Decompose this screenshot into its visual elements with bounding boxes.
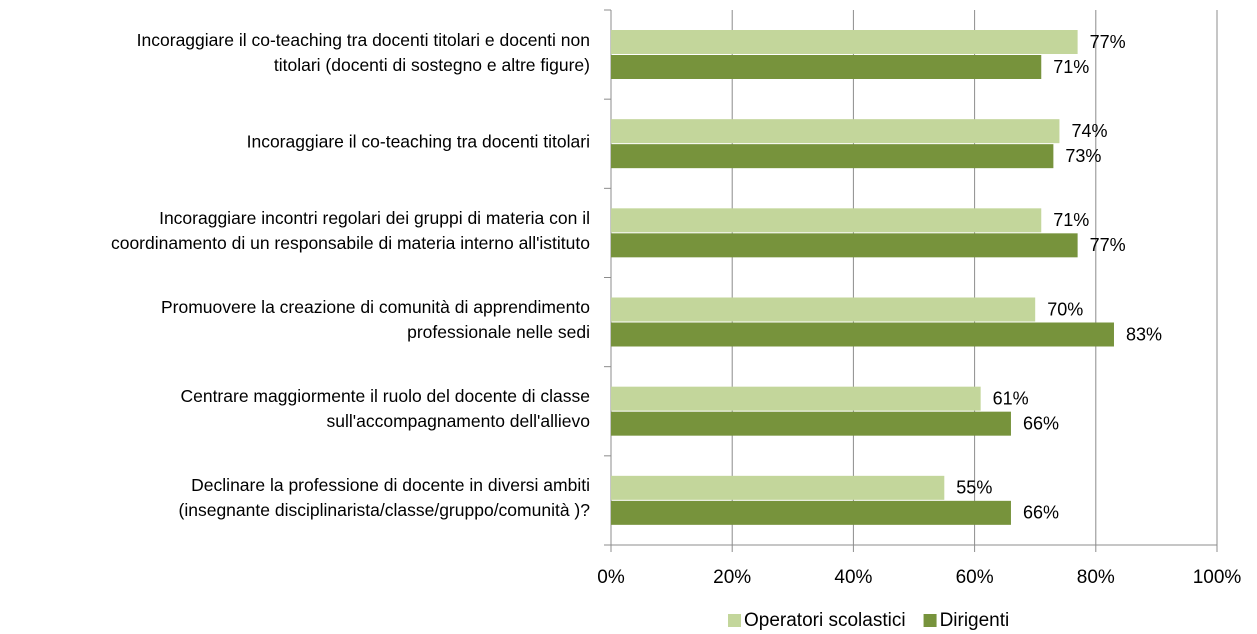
data-label: 66% <box>1023 503 1059 523</box>
data-label: 61% <box>993 388 1029 408</box>
bar <box>611 411 1011 436</box>
bar <box>611 144 1054 169</box>
data-label: 74% <box>1071 121 1107 141</box>
bar <box>611 386 981 411</box>
legend-label: Operatori scolastici <box>744 610 906 631</box>
bar <box>611 30 1078 54</box>
data-label: 66% <box>1023 413 1059 433</box>
legend-swatch <box>923 614 937 627</box>
category-label: Incoraggiare il co-teaching tra docenti … <box>246 131 590 152</box>
x-tick-label: 0% <box>597 567 625 588</box>
x-tick-label: 100% <box>1193 567 1242 588</box>
data-label: 77% <box>1090 32 1126 52</box>
category-label: Promuovere la creazione di comunità di a… <box>161 297 590 343</box>
data-label: 55% <box>956 478 992 498</box>
data-label: 71% <box>1053 210 1089 230</box>
legend-label: Dirigenti <box>940 610 1010 631</box>
data-label: 77% <box>1090 235 1126 255</box>
legend-swatch <box>728 614 741 627</box>
bar <box>611 322 1114 347</box>
bar <box>611 475 945 500</box>
category-label: Declinare la professione di docente in d… <box>178 475 590 521</box>
bar <box>611 119 1060 144</box>
bar <box>611 233 1078 258</box>
bar <box>611 500 1011 525</box>
bar <box>611 208 1042 233</box>
x-tick-label: 20% <box>713 567 751 588</box>
data-label: 71% <box>1053 57 1089 77</box>
data-label: 73% <box>1065 146 1101 166</box>
x-tick-label: 40% <box>834 567 872 588</box>
bar <box>611 55 1042 79</box>
category-label: Centrare maggiormente il ruolo del docen… <box>180 386 590 432</box>
data-label: 70% <box>1047 299 1083 319</box>
data-label: 83% <box>1126 324 1162 344</box>
category-label: Incoraggiare incontri regolari dei grupp… <box>110 207 590 253</box>
x-tick-label: 60% <box>956 567 994 588</box>
bar <box>611 297 1036 322</box>
x-tick-label: 80% <box>1077 567 1115 588</box>
category-label: Incoraggiare il co-teaching tra docenti … <box>136 29 590 75</box>
